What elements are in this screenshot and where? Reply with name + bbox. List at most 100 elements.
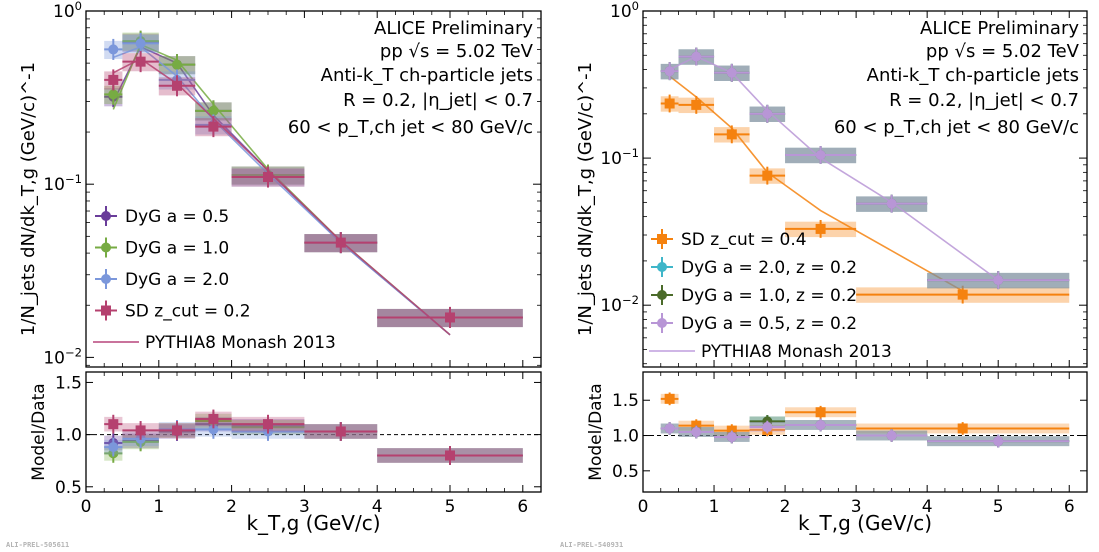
panel-right-data-point bbox=[762, 170, 773, 181]
panel-left-y-axis-label: 1/N_jets dN/dk_T,g (GeV/c)^-1 bbox=[18, 62, 39, 336]
panel-left-data-point bbox=[172, 80, 182, 91]
panel-left-ratio-frame bbox=[85, 371, 542, 493]
panel-left-y-tick-label: 10−1 bbox=[43, 172, 82, 195]
panel-left-y-tick-label: 100 bbox=[53, 0, 82, 22]
panel-right-annotation: Anti-k_T ch-particle jets bbox=[867, 65, 1079, 86]
panel-right-annotation: 60 < p_T,ch jet < 80 GeV/c bbox=[834, 117, 1079, 138]
panel-right-x-tick-label: 1 bbox=[709, 497, 720, 517]
panel-right-data-point bbox=[664, 98, 675, 109]
panel-left-data-point bbox=[108, 89, 119, 100]
panel-right-ratio-point bbox=[691, 420, 702, 431]
panel-right-data-point bbox=[664, 66, 675, 77]
panel-left-series-3 bbox=[104, 51, 523, 465]
panel-right-x-tick-label: 0 bbox=[638, 497, 649, 517]
panel-right-prel-id: ALI-PREL-540931 bbox=[560, 541, 623, 549]
panel-left-ratio-axis-label: Model/Data bbox=[29, 383, 49, 480]
panel-left-x-tick-label: 2 bbox=[226, 497, 237, 517]
panel-right-ratio-point bbox=[957, 423, 968, 434]
panel-left-legend-label: DyG a = 2.0 bbox=[125, 270, 229, 290]
panel-right-data-point bbox=[691, 51, 702, 62]
panel-right-data-point bbox=[762, 108, 773, 119]
panel-right-ratio-point bbox=[886, 430, 897, 441]
panel-right-series-0 bbox=[660, 75, 1070, 437]
panel-left-data-point bbox=[208, 121, 219, 132]
panel-right-ratio-tick-label: 1.0 bbox=[612, 427, 639, 447]
panel-left-legend-label: PYTHIA8 Monash 2013 bbox=[145, 333, 336, 353]
panel-left-legend-marker bbox=[101, 242, 111, 253]
panel-left-prel-id: ALI-PREL-505611 bbox=[6, 541, 69, 549]
panel-left-legend-marker bbox=[101, 305, 111, 316]
panel-right-ratio-tick-label: 1.5 bbox=[612, 391, 639, 411]
panel-left-annotation: Anti-k_T ch-particle jets bbox=[321, 65, 533, 86]
panel-left-x-tick-label: 1 bbox=[153, 497, 164, 517]
panel-right-annotation: R = 0.2, |η_jet| < 0.7 bbox=[889, 90, 1079, 111]
panel-left-ratio-point bbox=[108, 419, 119, 430]
panel-left-ratio-point bbox=[108, 442, 119, 453]
panel-left-legend-marker bbox=[101, 211, 111, 221]
panel-right-ratio-tick-label: 0.5 bbox=[612, 462, 639, 482]
panel-right-annotation: pp √s = 5.02 TeV bbox=[926, 41, 1080, 62]
panel-right-ratio-point bbox=[664, 423, 675, 434]
panel-left-x-tick-label: 3 bbox=[299, 497, 310, 517]
panel-right-legend-label: DyG a = 2.0, z = 0.2 bbox=[681, 258, 857, 278]
panel-left-ratio-tick-label: 0.5 bbox=[55, 478, 82, 498]
panel-left-legend-label: DyG a = 1.0 bbox=[125, 239, 229, 259]
panel-left-data-point bbox=[108, 44, 119, 55]
panel-right-legend-label: SD z_cut = 0.4 bbox=[681, 230, 807, 250]
panel-right-series-3 bbox=[660, 47, 1070, 448]
panel-right-ratio-point bbox=[815, 407, 826, 418]
panel-left-x-tick-label: 6 bbox=[517, 497, 528, 517]
panel-right-y-tick-label: 10−1 bbox=[600, 146, 639, 169]
panel-right-ratio-point bbox=[815, 419, 826, 430]
panel-right-ratio-point bbox=[762, 422, 773, 433]
panel-right-legend-label: PYTHIA8 Monash 2013 bbox=[701, 342, 892, 362]
panel-right-model-line bbox=[669, 75, 964, 292]
panel-left-annotation: R = 0.2, |η_jet| < 0.7 bbox=[343, 90, 533, 111]
panel-right-legend-marker bbox=[657, 290, 667, 300]
panel-left-ratio-point bbox=[208, 413, 219, 424]
panel-right-data-point bbox=[957, 289, 968, 300]
panel-left-data-point bbox=[208, 105, 219, 116]
panel-left-ratio-point bbox=[445, 450, 455, 461]
panel-right-data-point bbox=[993, 275, 1004, 286]
panel-left-data-point bbox=[263, 172, 273, 183]
panel-left-x-tick-label: 4 bbox=[372, 497, 383, 517]
panel-right-ratio-axis-label: Model/Data bbox=[586, 383, 606, 480]
panel-right-ratio-frame bbox=[642, 371, 1088, 493]
panel-left-data-point bbox=[135, 56, 146, 67]
panel-right-legend-label: DyG a = 0.5, z = 0.2 bbox=[681, 314, 857, 334]
panel-right-main-frame bbox=[642, 10, 1088, 368]
panel-left-ratio-point bbox=[335, 426, 346, 437]
panel-right-x-tick-label: 3 bbox=[851, 497, 862, 517]
panel-right-data-point bbox=[726, 129, 737, 140]
panel-left-data-point bbox=[172, 59, 182, 70]
panel-right-legend-marker bbox=[657, 318, 667, 328]
panel-left-x-axis-label: k_T,g (GeV/c) bbox=[246, 511, 380, 535]
panel-right-data-point bbox=[886, 198, 897, 209]
panel-right-x-tick-label: 2 bbox=[780, 497, 791, 517]
panel-left-data-point bbox=[335, 237, 346, 248]
panel-left-legend-label: DyG a = 0.5 bbox=[125, 207, 229, 227]
panel-right-ratio-point bbox=[993, 436, 1004, 447]
panel-left-legend-label: SD z_cut = 0.2 bbox=[125, 302, 251, 322]
panel-right-ratio-point bbox=[691, 427, 702, 437]
panel-left-x-tick-label: 5 bbox=[445, 497, 456, 517]
panel-left-ratio-point bbox=[172, 425, 182, 436]
panel-left-annotation: 60 < p_T,ch jet < 80 GeV/c bbox=[288, 117, 533, 138]
panel-left-y-tick-label: 10−2 bbox=[43, 345, 82, 368]
panel-left-ratio-point bbox=[135, 425, 146, 436]
panel-right-legend-marker bbox=[657, 262, 667, 272]
panel-right-ratio-point bbox=[726, 431, 737, 442]
panel-right-data-point bbox=[815, 149, 826, 160]
panel-right-legend-marker bbox=[657, 234, 667, 244]
panel-left-ratio-point bbox=[208, 424, 219, 435]
panel-right-y-tick-label: 10−2 bbox=[600, 293, 639, 316]
panel-left-legend-marker bbox=[101, 274, 111, 284]
panel-left-data-point bbox=[108, 74, 119, 85]
panel-left-ratio-tick-label: 1.0 bbox=[55, 426, 82, 446]
panel-left-ratio-point bbox=[263, 419, 273, 430]
panel-right-data-point bbox=[815, 223, 826, 234]
panel-left-x-tick-label: 0 bbox=[81, 497, 92, 517]
panel-right-ratio-point bbox=[664, 393, 675, 404]
